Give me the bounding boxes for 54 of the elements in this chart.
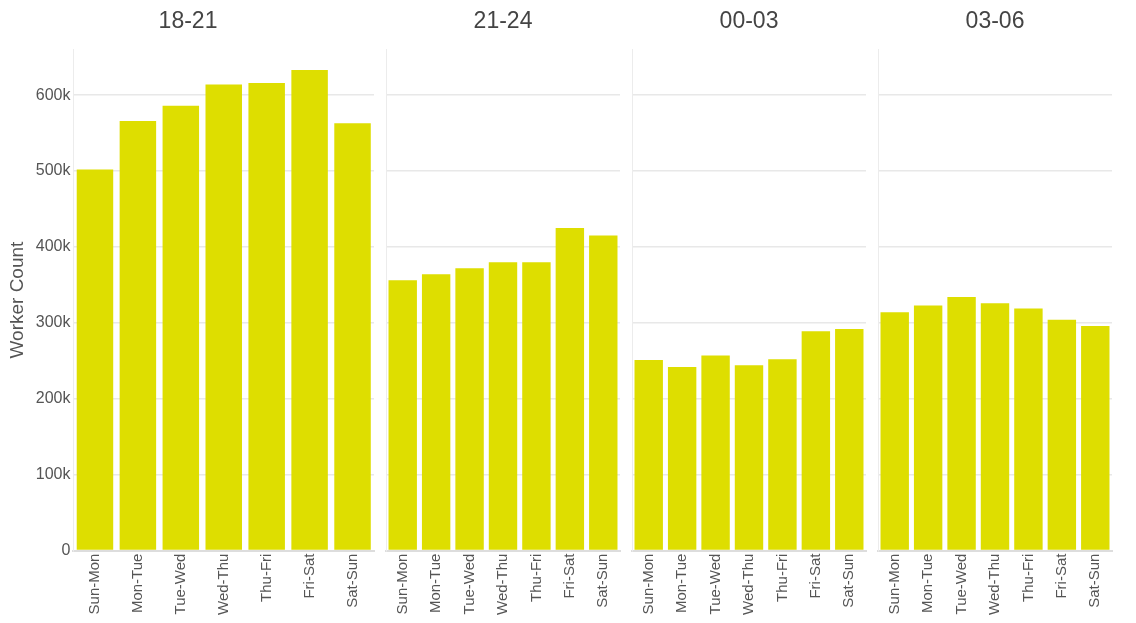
- bar: [76, 169, 114, 550]
- x-tick-label: Thu-Fri: [256, 553, 274, 602]
- bar: [801, 331, 831, 550]
- x-tick-label: Tue-Wed: [951, 553, 969, 615]
- x-tick-label: Sun-Mon: [85, 553, 103, 615]
- x-tick-label: Fri-Sat: [1052, 552, 1069, 599]
- x-tick-label: Sat-Sun: [839, 553, 857, 608]
- x-tick-label: Sat-Sun: [1085, 553, 1103, 608]
- bar: [667, 366, 697, 550]
- y-tick-label: 400k: [35, 237, 72, 255]
- x-tick-label: Mon-Tue: [672, 553, 690, 614]
- x-tick-label: Sun-Mon: [392, 553, 410, 615]
- y-tick-label: 200k: [35, 389, 72, 407]
- x-tick-label: Fri-Sat: [299, 552, 317, 599]
- chart-title: 21-24: [473, 7, 533, 34]
- x-tick-label: Sun-Mon: [884, 553, 902, 615]
- x-tick-label: Mon-Tue: [426, 553, 444, 614]
- x-tick-label: Wed-Thu: [213, 553, 231, 616]
- x-tick-label: Wed-Thu: [985, 553, 1003, 616]
- bar: [162, 105, 200, 550]
- x-tick-label: Fri-Sat: [560, 552, 577, 599]
- x-tick-label: Tue-Wed: [170, 553, 188, 615]
- x-tick-label: Thu-Fri: [526, 553, 544, 602]
- x-tick-label: Thu-Fri: [1018, 553, 1036, 602]
- x-tick-label: Thu-Fri: [772, 553, 790, 602]
- bar: [634, 360, 663, 550]
- y-tick-label: 500k: [35, 161, 72, 179]
- y-tick-label: 100k: [35, 465, 72, 483]
- bar: [119, 120, 157, 550]
- bar: [835, 328, 864, 550]
- bar: [734, 365, 764, 550]
- x-tick-label: Sat-Sun: [593, 553, 611, 608]
- y-tick-label: 600k: [35, 85, 72, 103]
- x-tick-label: Wed-Thu: [739, 553, 757, 616]
- chart-title: 18-21: [158, 7, 218, 34]
- x-tick-label: Sat-Sun: [342, 553, 360, 608]
- bar: [768, 359, 797, 550]
- x-tick-label: Sun-Mon: [638, 553, 656, 615]
- x-tick-label: Mon-Tue: [128, 553, 146, 614]
- bar: [701, 355, 730, 550]
- bar: [205, 84, 242, 550]
- x-tick-label: Fri-Sat: [806, 552, 823, 599]
- x-tick-label: Wed-Thu: [493, 553, 511, 616]
- x-tick-label: Mon-Tue: [918, 553, 936, 614]
- y-tick-label: 300k: [35, 313, 72, 331]
- bar: [248, 83, 285, 550]
- chart-title: 03-06: [965, 7, 1025, 34]
- chart-title: 00-03: [719, 7, 779, 34]
- x-tick-label: Tue-Wed: [459, 553, 477, 615]
- y-tick-label: 0: [61, 540, 71, 558]
- bar: [334, 123, 371, 550]
- x-tick-label: Tue-Wed: [705, 553, 723, 615]
- y-axis-title: Worker Count: [5, 240, 27, 359]
- bar: [291, 70, 328, 550]
